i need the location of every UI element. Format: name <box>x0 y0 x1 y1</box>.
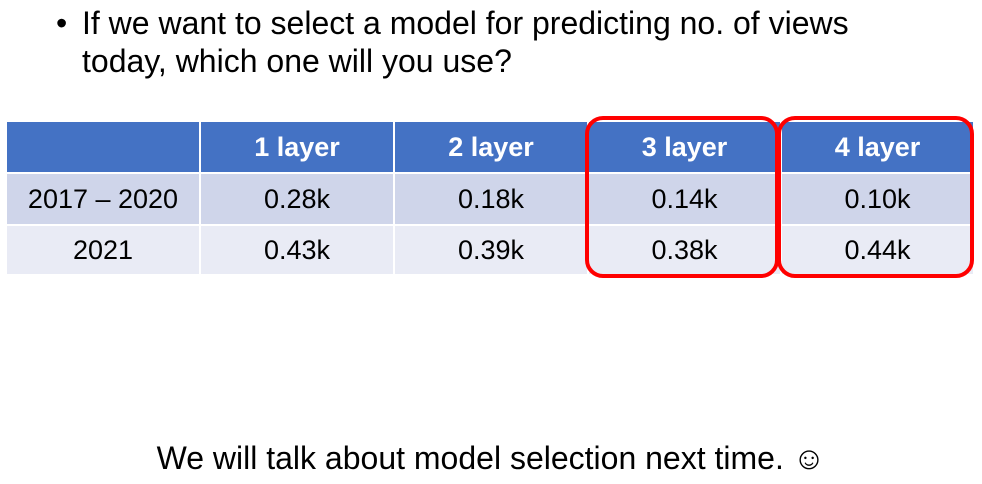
table-cell: 0.10k <box>780 172 975 226</box>
results-table-wrapper: 1 layer 2 layer 3 layer 4 layer 2017 – 2… <box>5 120 975 276</box>
header-cell-3-layer: 3 layer <box>587 120 782 174</box>
table-cell: 0.44k <box>780 224 975 276</box>
table-cell: 0.43k <box>199 224 395 276</box>
question-text: If we want to select a model for predict… <box>82 5 849 79</box>
header-cell-4-layer: 4 layer <box>780 120 975 174</box>
table-cell: 0.28k <box>199 172 395 226</box>
table-header-row: 1 layer 2 layer 3 layer 4 layer <box>5 120 975 174</box>
results-table: 1 layer 2 layer 3 layer 4 layer 2017 – 2… <box>5 120 975 276</box>
table-cell: 0.14k <box>587 172 782 226</box>
table-row: 2017 – 2020 0.28k 0.18k 0.14k 0.10k <box>5 172 975 226</box>
header-cell-1-layer: 1 layer <box>199 120 395 174</box>
header-cell-2-layer: 2 layer <box>393 120 589 174</box>
table-cell: 0.18k <box>393 172 589 226</box>
row-label: 2017 – 2020 <box>5 172 201 226</box>
table-cell: 0.39k <box>393 224 589 276</box>
footer-note: We will talk about model selection next … <box>156 440 826 476</box>
table-row: 2021 0.43k 0.39k 0.38k 0.44k <box>5 224 975 276</box>
header-cell-empty <box>5 120 201 174</box>
bullet-dot: • <box>56 5 68 41</box>
table-cell: 0.38k <box>587 224 782 276</box>
row-label: 2021 <box>5 224 201 276</box>
